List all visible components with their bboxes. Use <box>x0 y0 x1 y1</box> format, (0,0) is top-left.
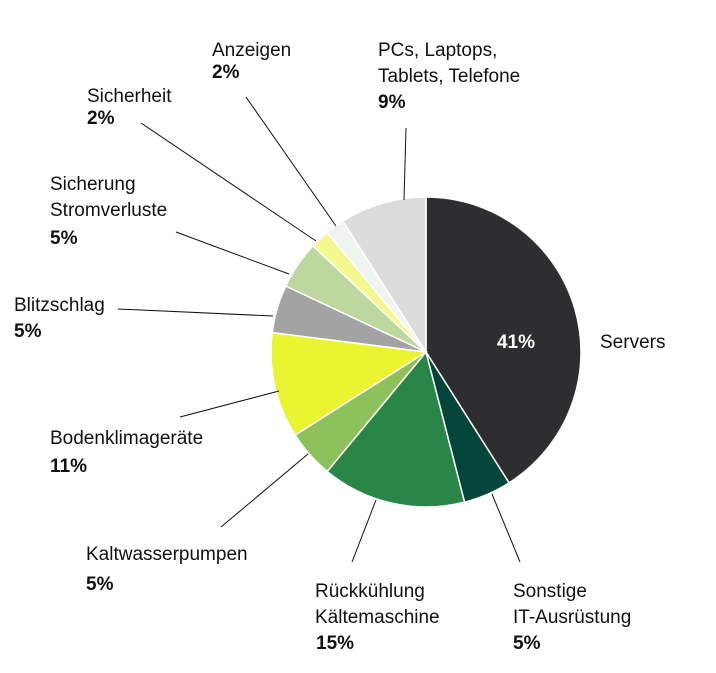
leader-line-8 <box>140 122 317 242</box>
leader-line-7 <box>175 231 290 275</box>
pie-slices <box>270 196 582 508</box>
slice-value-5: 11% <box>50 456 87 477</box>
slice-value-9: 2% <box>212 62 240 83</box>
slice-value-10: 9% <box>378 92 406 113</box>
leader-line-10 <box>403 127 407 201</box>
slice-label-4: Kaltwasserpumpen <box>86 544 248 565</box>
pie-slice-5 <box>270 331 429 437</box>
slice-label-6: Blitzschlag <box>14 295 105 316</box>
pie-slice-10 <box>341 196 427 355</box>
slice-label-10: PCs, Laptops, Tablets, Telefone <box>378 40 520 87</box>
slice-value-8: 2% <box>87 108 115 129</box>
slice-value-7: 5% <box>50 228 78 249</box>
slice-label-2: Sonstige IT-Ausrüstung <box>513 581 631 628</box>
slice-value-3: 15% <box>316 633 354 654</box>
leader-lines <box>117 96 521 563</box>
leader-line-5 <box>179 390 280 418</box>
leader-line-9 <box>245 96 337 227</box>
slice-value-6: 5% <box>14 321 42 342</box>
leader-line-3 <box>351 499 377 563</box>
slice-labels: Servers 41% Sonstige IT-Ausrüstung 5% Rückküh… <box>14 40 665 654</box>
slice-label-3: Rückkühlung Kältemaschine <box>315 581 440 628</box>
slice-label-7: Sicherung Stromverluste <box>50 174 167 221</box>
pie-slice-3 <box>326 350 466 508</box>
leader-line-2 <box>491 493 521 563</box>
slice-label-5: Bodenklimageräte <box>50 428 203 449</box>
slice-value-2: 5% <box>513 633 541 654</box>
leader-line-4 <box>220 453 309 528</box>
pie-slice-1 <box>425 196 582 484</box>
slice-label-8: Sicherheit <box>87 86 172 107</box>
slice-label-1: Servers <box>600 332 665 353</box>
slice-label-9: Anzeigen <box>212 40 291 61</box>
slice-value-1: 41% <box>497 332 535 353</box>
leader-line-6 <box>117 308 274 317</box>
slice-value-4: 5% <box>86 574 114 595</box>
